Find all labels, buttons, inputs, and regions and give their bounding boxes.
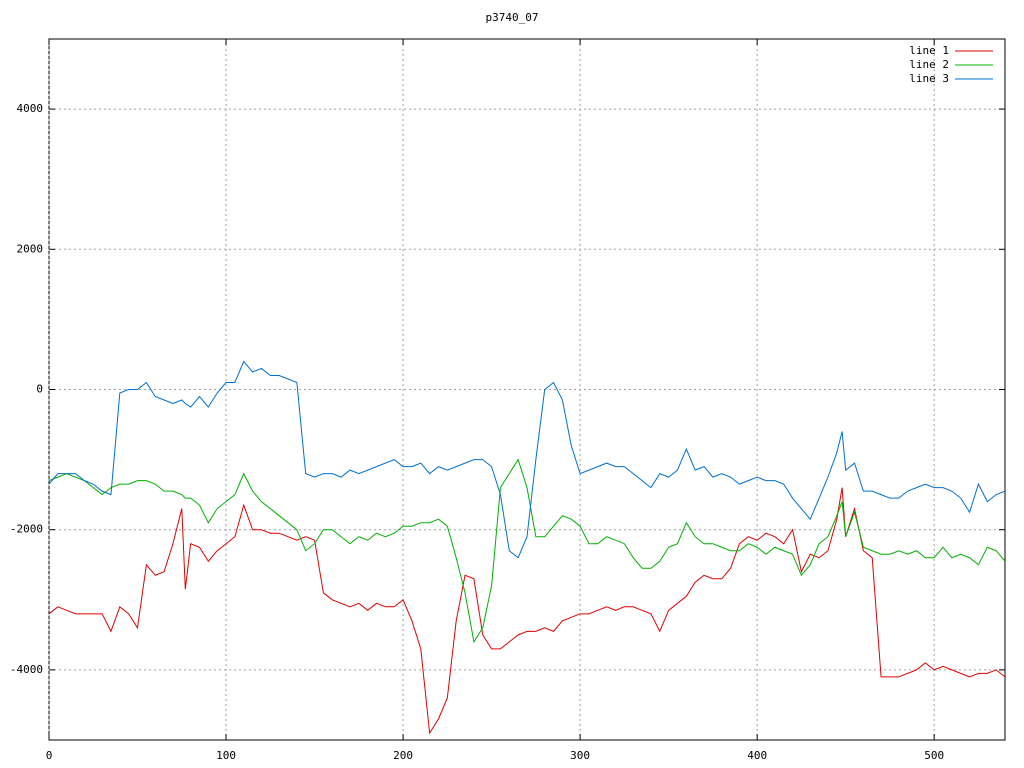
- x-tick-label: 400: [747, 749, 767, 762]
- data-line: [48, 487, 1006, 735]
- legend-label: line 1: [909, 44, 949, 57]
- x-tick-label: 300: [570, 749, 590, 762]
- plot-frame: [48, 38, 1006, 741]
- data-line: [48, 458, 1006, 644]
- y-tick-label: -4000: [10, 663, 43, 676]
- chart-title: p3740_07: [486, 11, 539, 24]
- legend-label: line 2: [909, 58, 949, 71]
- x-tick-label: 100: [216, 749, 236, 762]
- data-line: [48, 360, 1006, 559]
- x-tick-label: 0: [46, 749, 53, 762]
- legend-label: line 3: [909, 72, 949, 85]
- y-tick-label: 2000: [17, 242, 44, 255]
- x-tick-label: 200: [393, 749, 413, 762]
- x-tick-label: 500: [924, 749, 944, 762]
- y-tick-label: -2000: [10, 523, 43, 536]
- y-tick-label: 4000: [17, 102, 44, 115]
- y-tick-label: 0: [36, 383, 43, 396]
